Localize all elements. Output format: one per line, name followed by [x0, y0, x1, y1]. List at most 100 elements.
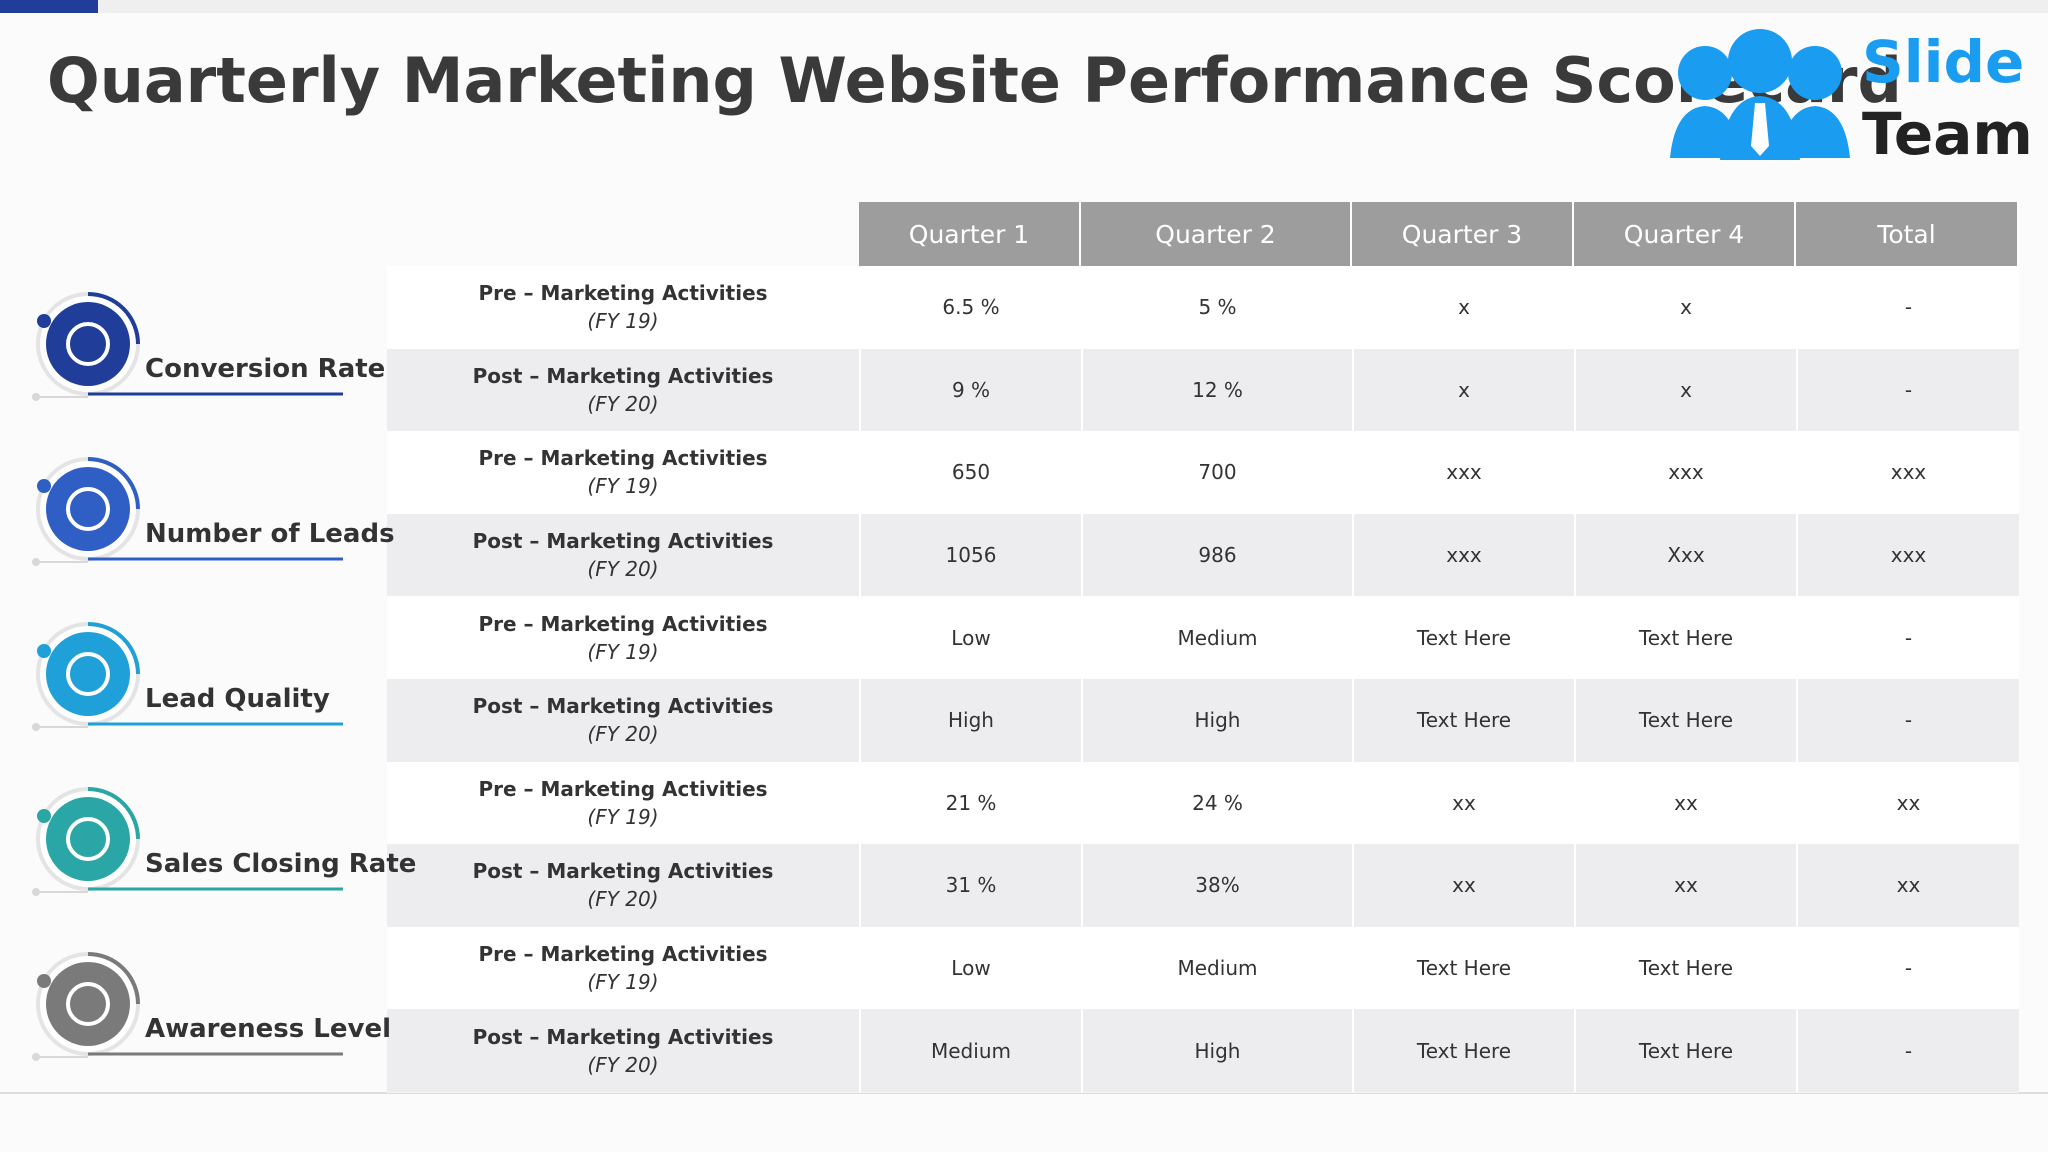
table-cell: xxx — [1352, 431, 1574, 514]
table-cell: xx — [1796, 761, 2019, 845]
activity-label: Post – Marketing Activities — [472, 1024, 774, 1049]
logo-text: Team — [1862, 100, 2033, 168]
row-background — [387, 1009, 2019, 1093]
table-cell: 5 % — [1081, 266, 1352, 349]
table-cell: Text Here — [1574, 926, 1796, 1010]
table-cell: High — [1081, 1009, 1352, 1092]
table-cell: xx — [1574, 844, 1796, 927]
activity-cell: Pre – Marketing Activities (FY 19) — [387, 266, 859, 349]
activity-label: Post – Marketing Activities — [472, 859, 774, 884]
table-cell: Text Here — [1352, 926, 1574, 1010]
row-background — [387, 348, 2019, 433]
metric-label: Awareness Level — [145, 1014, 391, 1045]
table-cell: x — [1574, 348, 1796, 432]
table-cell: High — [859, 679, 1081, 762]
table-cell: Medium — [1081, 596, 1352, 679]
table-cell: - — [1796, 266, 2019, 349]
table-cell: 38% — [1081, 844, 1352, 927]
activity-label: Pre – Marketing Activities — [478, 942, 768, 967]
column-header: Quarter 2 — [1081, 202, 1352, 266]
activity-label: Pre – Marketing Activities — [478, 446, 768, 471]
table-cell: xxx — [1796, 513, 2019, 597]
table-cell: xx — [1574, 761, 1796, 845]
table-cell: Text Here — [1574, 679, 1796, 762]
activity-label: Post – Marketing Activities — [472, 363, 774, 388]
table-cell: xxx — [1796, 431, 2019, 514]
table-cell: 31 % — [859, 844, 1081, 927]
table-cell: xx — [1352, 761, 1574, 845]
table-cell: 6.5 % — [859, 266, 1081, 349]
table-cell: Text Here — [1352, 679, 1574, 762]
table-cell: Text Here — [1574, 1009, 1796, 1092]
activity-cell: Pre – Marketing Activities (FY 19) — [387, 762, 859, 845]
activity-cell: Post – Marketing Activities (FY 20) — [387, 844, 859, 927]
activity-cell: Pre – Marketing Activities (FY 19) — [387, 927, 859, 1010]
metric-icon — [32, 952, 343, 1062]
activity-cell: Pre – Marketing Activities (FY 19) — [387, 431, 859, 514]
table-cell: 21 % — [859, 761, 1081, 845]
table-cell: x — [1574, 266, 1796, 349]
row-background — [387, 266, 2019, 350]
table-cell: x — [1352, 348, 1574, 432]
period-label: (FY 20) — [587, 557, 659, 582]
title: Quarterly Marketing Website Performance … — [47, 44, 1902, 117]
table-cell: 9 % — [859, 348, 1081, 432]
table-cell: Text Here — [1352, 1009, 1574, 1092]
metric-label: Conversion Rate — [145, 353, 386, 384]
table-cell: Text Here — [1352, 596, 1574, 679]
metric-icon — [32, 456, 343, 566]
table-cell: 700 — [1081, 431, 1352, 514]
table-cell: Medium — [859, 1009, 1081, 1092]
bottom-line — [0, 1092, 2048, 1094]
metric-label: Lead Quality — [145, 684, 330, 714]
activity-label: Pre – Marketing Activities — [478, 611, 768, 636]
table-cell: 650 — [859, 431, 1081, 514]
top-bar — [0, 0, 2048, 13]
column-header: Quarter 1 — [859, 202, 1081, 266]
table-cell: xxx — [1352, 513, 1574, 597]
row-background — [387, 844, 2019, 928]
table-cell: Xxx — [1574, 513, 1796, 597]
period-label: (FY 20) — [587, 1052, 659, 1077]
table-cell: - — [1796, 926, 2019, 1010]
table-cell: xx — [1796, 844, 2019, 927]
metric-icon — [32, 787, 343, 897]
logo-text: Slide — [1862, 28, 2025, 96]
metric-icon — [32, 291, 343, 401]
activity-label: Pre – Marketing Activities — [478, 776, 768, 801]
activity-cell: Post – Marketing Activities (FY 20) — [387, 349, 859, 432]
table-cell: xx — [1352, 844, 1574, 927]
table-cell: Medium — [1081, 926, 1352, 1010]
table-cell: Low — [859, 596, 1081, 679]
table-cell: - — [1796, 348, 2019, 432]
period-label: (FY 19) — [587, 970, 659, 995]
metric-label: Number of Leads — [145, 518, 395, 549]
logo-icon — [1670, 29, 1850, 160]
table-cell: 12 % — [1081, 348, 1352, 432]
metric-label: Sales Closing Rate — [145, 849, 417, 880]
activity-cell: Post – Marketing Activities (FY 20) — [387, 514, 859, 597]
activity-label: Post – Marketing Activities — [472, 529, 774, 554]
activity-cell: Post – Marketing Activities (FY 20) — [387, 1009, 859, 1092]
period-label: (FY 19) — [587, 639, 659, 664]
table-cell: Text Here — [1574, 596, 1796, 679]
activity-cell: Pre – Marketing Activities (FY 19) — [387, 596, 859, 679]
activity-cell: Post – Marketing Activities (FY 20) — [387, 679, 859, 762]
table-cell: - — [1796, 1009, 2019, 1092]
table-cell: High — [1081, 679, 1352, 762]
period-label: (FY 19) — [587, 309, 659, 334]
top-accent — [0, 0, 98, 13]
table-cell: - — [1796, 679, 2019, 762]
activity-label: Post – Marketing Activities — [472, 694, 774, 719]
column-header: Total — [1796, 202, 2019, 266]
activity-label: Pre – Marketing Activities — [478, 281, 768, 306]
row-background — [387, 596, 2019, 680]
table-cell: Low — [859, 926, 1081, 1010]
table-cell: x — [1352, 266, 1574, 349]
table-cell: - — [1796, 596, 2019, 679]
period-label: (FY 19) — [587, 474, 659, 499]
row-background — [387, 761, 2019, 846]
table-cell: 986 — [1081, 513, 1352, 597]
table-cell: 1056 — [859, 513, 1081, 597]
